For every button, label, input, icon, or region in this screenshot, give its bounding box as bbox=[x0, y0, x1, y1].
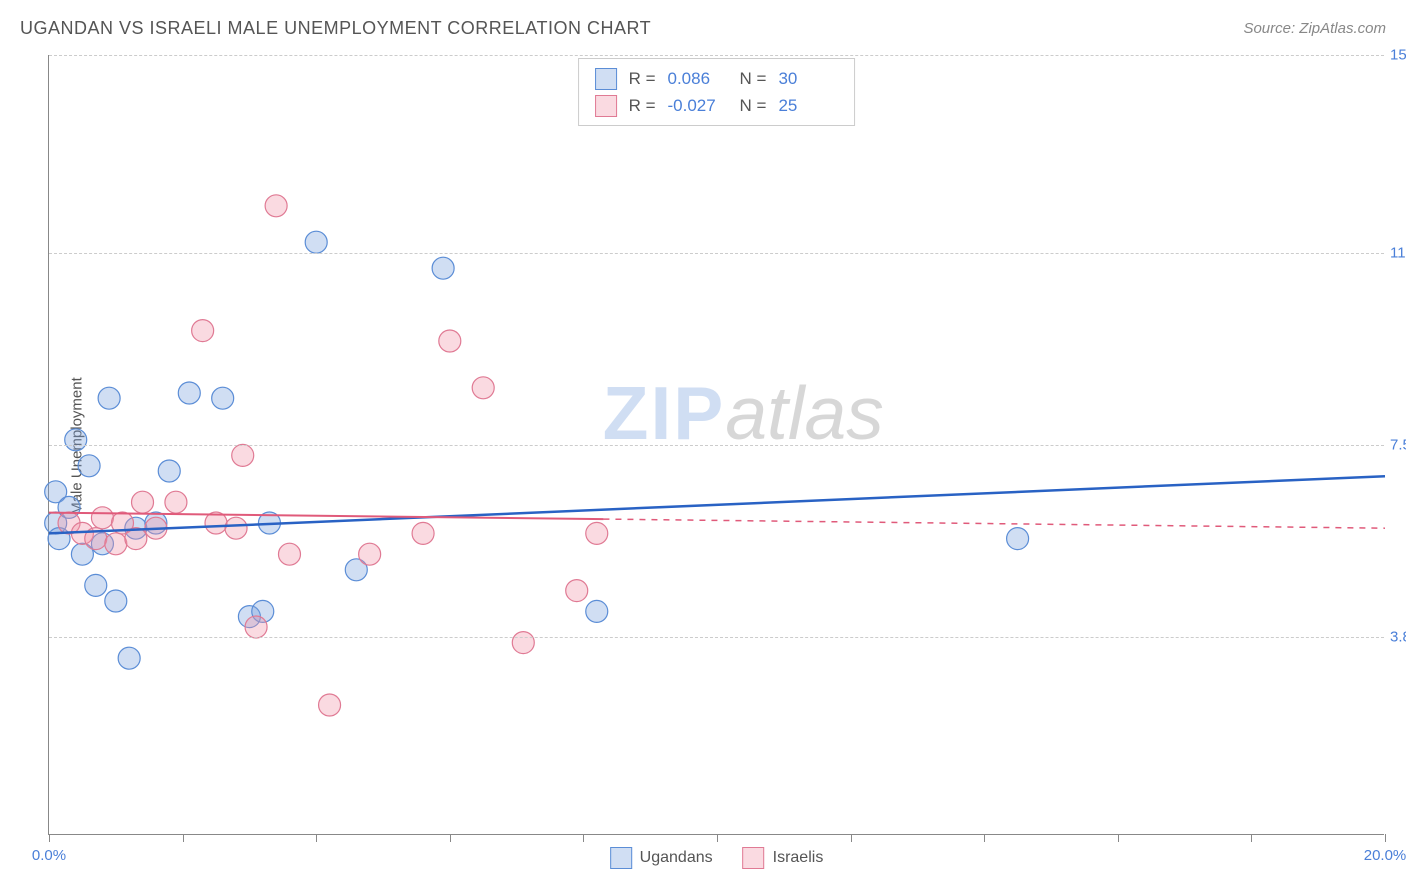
stat-n-label: N = bbox=[740, 92, 767, 119]
data-point bbox=[586, 522, 608, 544]
legend-swatch bbox=[610, 847, 632, 869]
data-point bbox=[232, 444, 254, 466]
chart-title: UGANDAN VS ISRAELI MALE UNEMPLOYMENT COR… bbox=[20, 18, 651, 39]
stat-n-value: 30 bbox=[778, 65, 838, 92]
data-point bbox=[85, 574, 107, 596]
series-swatch bbox=[595, 68, 617, 90]
trend-line bbox=[49, 476, 1385, 533]
data-point bbox=[158, 460, 180, 482]
data-point bbox=[178, 382, 200, 404]
trend-line-dashed bbox=[603, 519, 1385, 528]
data-point bbox=[91, 507, 113, 529]
gridline bbox=[49, 445, 1384, 446]
data-point bbox=[118, 647, 140, 669]
stat-n-value: 25 bbox=[778, 92, 838, 119]
data-point bbox=[1007, 528, 1029, 550]
data-point bbox=[212, 387, 234, 409]
x-tick bbox=[1118, 834, 1119, 842]
stats-box: R = 0.086 N = 30 R = -0.027 N = 25 bbox=[578, 58, 856, 126]
data-point bbox=[305, 231, 327, 253]
data-point bbox=[165, 491, 187, 513]
data-point bbox=[65, 429, 87, 451]
gridline bbox=[49, 55, 1384, 56]
plot-area: ZIPatlas R =0.086N =30R =-0.027N =25 Uga… bbox=[48, 55, 1384, 835]
x-tick bbox=[583, 834, 584, 842]
stat-n-label: N = bbox=[740, 65, 767, 92]
series-swatch bbox=[595, 95, 617, 117]
x-tick bbox=[851, 834, 852, 842]
data-point bbox=[472, 377, 494, 399]
data-point bbox=[78, 455, 100, 477]
data-point bbox=[132, 491, 154, 513]
stat-r-label: R = bbox=[629, 65, 656, 92]
data-point bbox=[105, 533, 127, 555]
y-tick-label: 15.0% bbox=[1390, 47, 1406, 64]
legend-item: Israelis bbox=[743, 847, 824, 869]
data-point bbox=[105, 590, 127, 612]
stat-r-value: -0.027 bbox=[668, 92, 728, 119]
x-tick bbox=[183, 834, 184, 842]
data-point bbox=[225, 517, 247, 539]
stats-row: R = 0.086 N = 30 bbox=[595, 65, 839, 92]
stat-r-label: R = bbox=[629, 92, 656, 119]
x-tick bbox=[1251, 834, 1252, 842]
legend-label: Ugandans bbox=[640, 849, 713, 867]
stats-row: R = -0.027 N = 25 bbox=[595, 92, 839, 119]
x-tick bbox=[1385, 834, 1386, 842]
data-point bbox=[359, 543, 381, 565]
x-tick bbox=[450, 834, 451, 842]
chart-header: UGANDAN VS ISRAELI MALE UNEMPLOYMENT COR… bbox=[20, 18, 1386, 39]
x-tick bbox=[717, 834, 718, 842]
legend-swatch bbox=[743, 847, 765, 869]
x-tick-label: 0.0% bbox=[32, 847, 66, 864]
legend-item: Ugandans bbox=[610, 847, 713, 869]
gridline bbox=[49, 637, 1384, 638]
data-point bbox=[586, 600, 608, 622]
gridline bbox=[49, 253, 1384, 254]
x-tick-label: 20.0% bbox=[1364, 847, 1406, 864]
chart-source: Source: ZipAtlas.com bbox=[1243, 20, 1386, 37]
data-point bbox=[319, 694, 341, 716]
y-tick-label: 7.5% bbox=[1390, 437, 1406, 454]
data-point bbox=[98, 387, 120, 409]
data-point bbox=[245, 616, 267, 638]
data-point bbox=[432, 257, 454, 279]
x-tick bbox=[49, 834, 50, 842]
data-point bbox=[412, 522, 434, 544]
legend-bottom: Ugandans Israelis bbox=[610, 847, 824, 869]
data-point bbox=[192, 320, 214, 342]
y-tick-label: 3.8% bbox=[1390, 629, 1406, 646]
data-point bbox=[566, 580, 588, 602]
legend-label: Israelis bbox=[773, 849, 824, 867]
data-point bbox=[265, 195, 287, 217]
stat-r-value: 0.086 bbox=[668, 65, 728, 92]
x-tick bbox=[984, 834, 985, 842]
x-tick bbox=[316, 834, 317, 842]
data-point bbox=[278, 543, 300, 565]
data-point bbox=[512, 632, 534, 654]
y-tick-label: 11.2% bbox=[1390, 244, 1406, 261]
data-point bbox=[439, 330, 461, 352]
